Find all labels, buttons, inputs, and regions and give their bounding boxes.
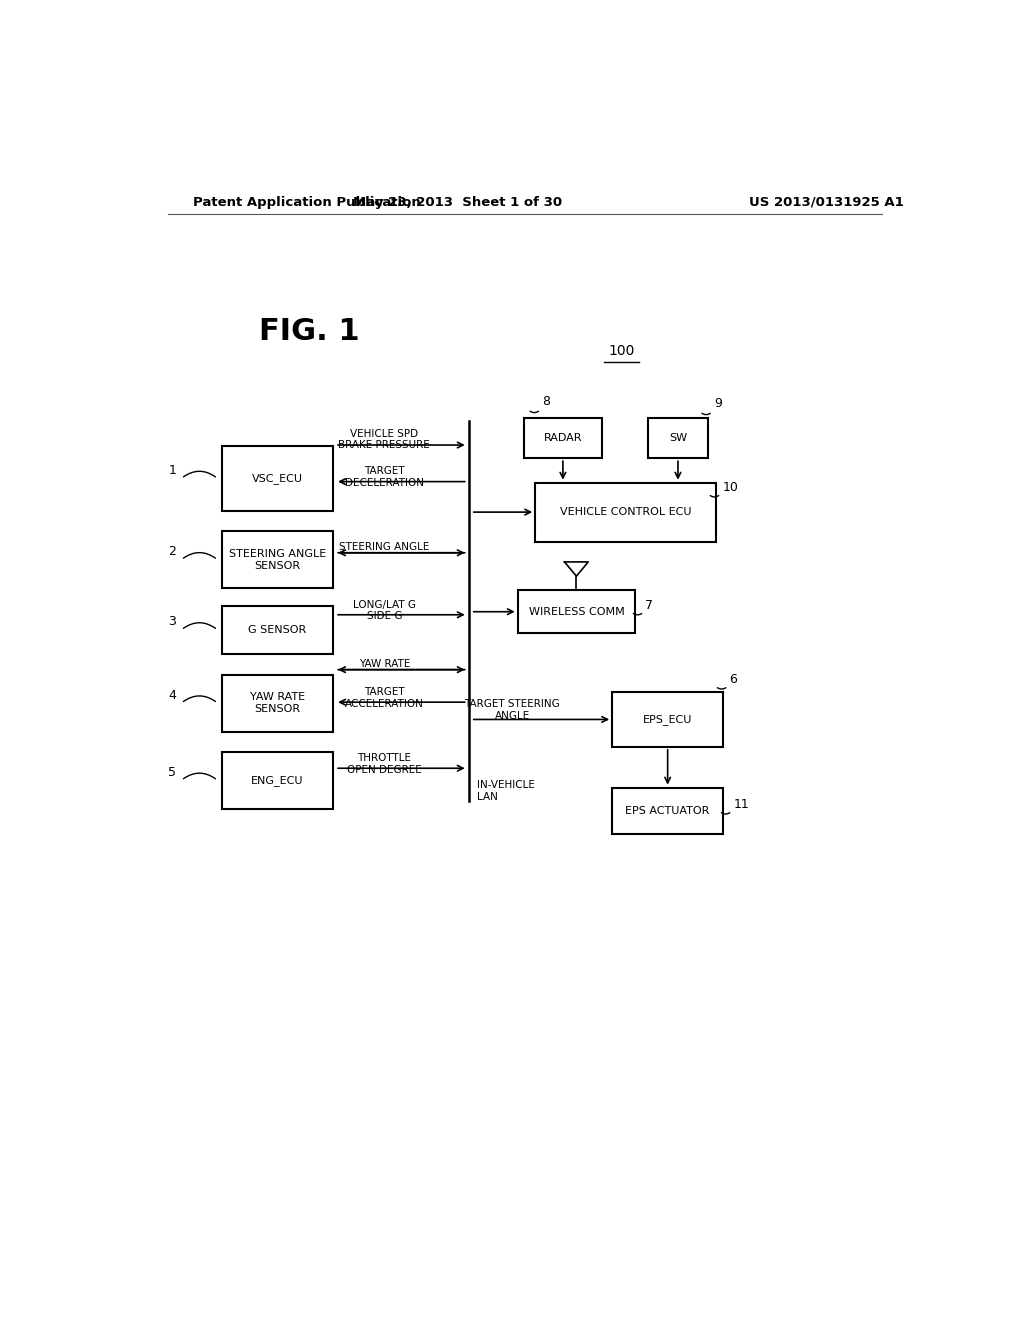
Text: TARGET
DECELERATION: TARGET DECELERATION bbox=[345, 466, 424, 488]
FancyBboxPatch shape bbox=[536, 483, 716, 541]
FancyBboxPatch shape bbox=[221, 532, 333, 589]
Text: YAW RATE: YAW RATE bbox=[358, 660, 410, 669]
Text: G SENSOR: G SENSOR bbox=[248, 624, 306, 635]
Text: IN-VEHICLE
LAN: IN-VEHICLE LAN bbox=[477, 780, 536, 803]
Text: THROTTLE
OPEN DEGREE: THROTTLE OPEN DEGREE bbox=[347, 752, 422, 775]
Text: EPS ACTUATOR: EPS ACTUATOR bbox=[626, 807, 710, 816]
Text: VSC_ECU: VSC_ECU bbox=[252, 473, 303, 484]
Text: VEHICLE SPD
BRAKE PRESSURE: VEHICLE SPD BRAKE PRESSURE bbox=[339, 429, 430, 450]
FancyBboxPatch shape bbox=[648, 417, 708, 458]
Text: 10: 10 bbox=[722, 482, 738, 494]
Text: TARGET STEERING
ANGLE: TARGET STEERING ANGLE bbox=[464, 700, 560, 721]
Text: TARGET
ACCELERATION: TARGET ACCELERATION bbox=[345, 686, 424, 709]
FancyBboxPatch shape bbox=[612, 692, 723, 747]
Text: EPS_ECU: EPS_ECU bbox=[643, 714, 692, 725]
Text: STEERING ANGLE: STEERING ANGLE bbox=[339, 541, 429, 552]
Text: 2: 2 bbox=[169, 545, 176, 558]
Text: 8: 8 bbox=[543, 395, 550, 408]
FancyBboxPatch shape bbox=[221, 752, 333, 809]
Text: US 2013/0131925 A1: US 2013/0131925 A1 bbox=[749, 195, 904, 209]
Text: 4: 4 bbox=[169, 689, 176, 701]
FancyBboxPatch shape bbox=[524, 417, 602, 458]
Text: RADAR: RADAR bbox=[544, 433, 582, 444]
Text: 1: 1 bbox=[169, 463, 176, 477]
Text: STEERING ANGLE
SENSOR: STEERING ANGLE SENSOR bbox=[228, 549, 326, 572]
Text: SW: SW bbox=[669, 433, 687, 444]
Text: 6: 6 bbox=[729, 673, 737, 686]
Text: Patent Application Publication: Patent Application Publication bbox=[194, 195, 421, 209]
Text: WIRELESS COMM: WIRELESS COMM bbox=[528, 607, 625, 616]
Text: YAW RATE
SENSOR: YAW RATE SENSOR bbox=[250, 692, 305, 714]
Text: ENG_ECU: ENG_ECU bbox=[251, 775, 303, 785]
FancyBboxPatch shape bbox=[221, 675, 333, 731]
Text: 9: 9 bbox=[714, 397, 722, 409]
Text: LONG/LAT G
SIDE G: LONG/LAT G SIDE G bbox=[353, 599, 416, 622]
Text: FIG. 1: FIG. 1 bbox=[259, 317, 359, 346]
Text: 11: 11 bbox=[733, 799, 750, 812]
Text: 7: 7 bbox=[645, 599, 653, 612]
FancyBboxPatch shape bbox=[221, 446, 333, 511]
FancyBboxPatch shape bbox=[518, 590, 635, 634]
Text: May 23, 2013  Sheet 1 of 30: May 23, 2013 Sheet 1 of 30 bbox=[353, 195, 562, 209]
Text: 3: 3 bbox=[169, 615, 176, 628]
Text: 100: 100 bbox=[608, 343, 635, 358]
Text: 5: 5 bbox=[168, 766, 176, 779]
FancyBboxPatch shape bbox=[221, 606, 333, 655]
FancyBboxPatch shape bbox=[612, 788, 723, 834]
Text: VEHICLE CONTROL ECU: VEHICLE CONTROL ECU bbox=[560, 507, 691, 517]
